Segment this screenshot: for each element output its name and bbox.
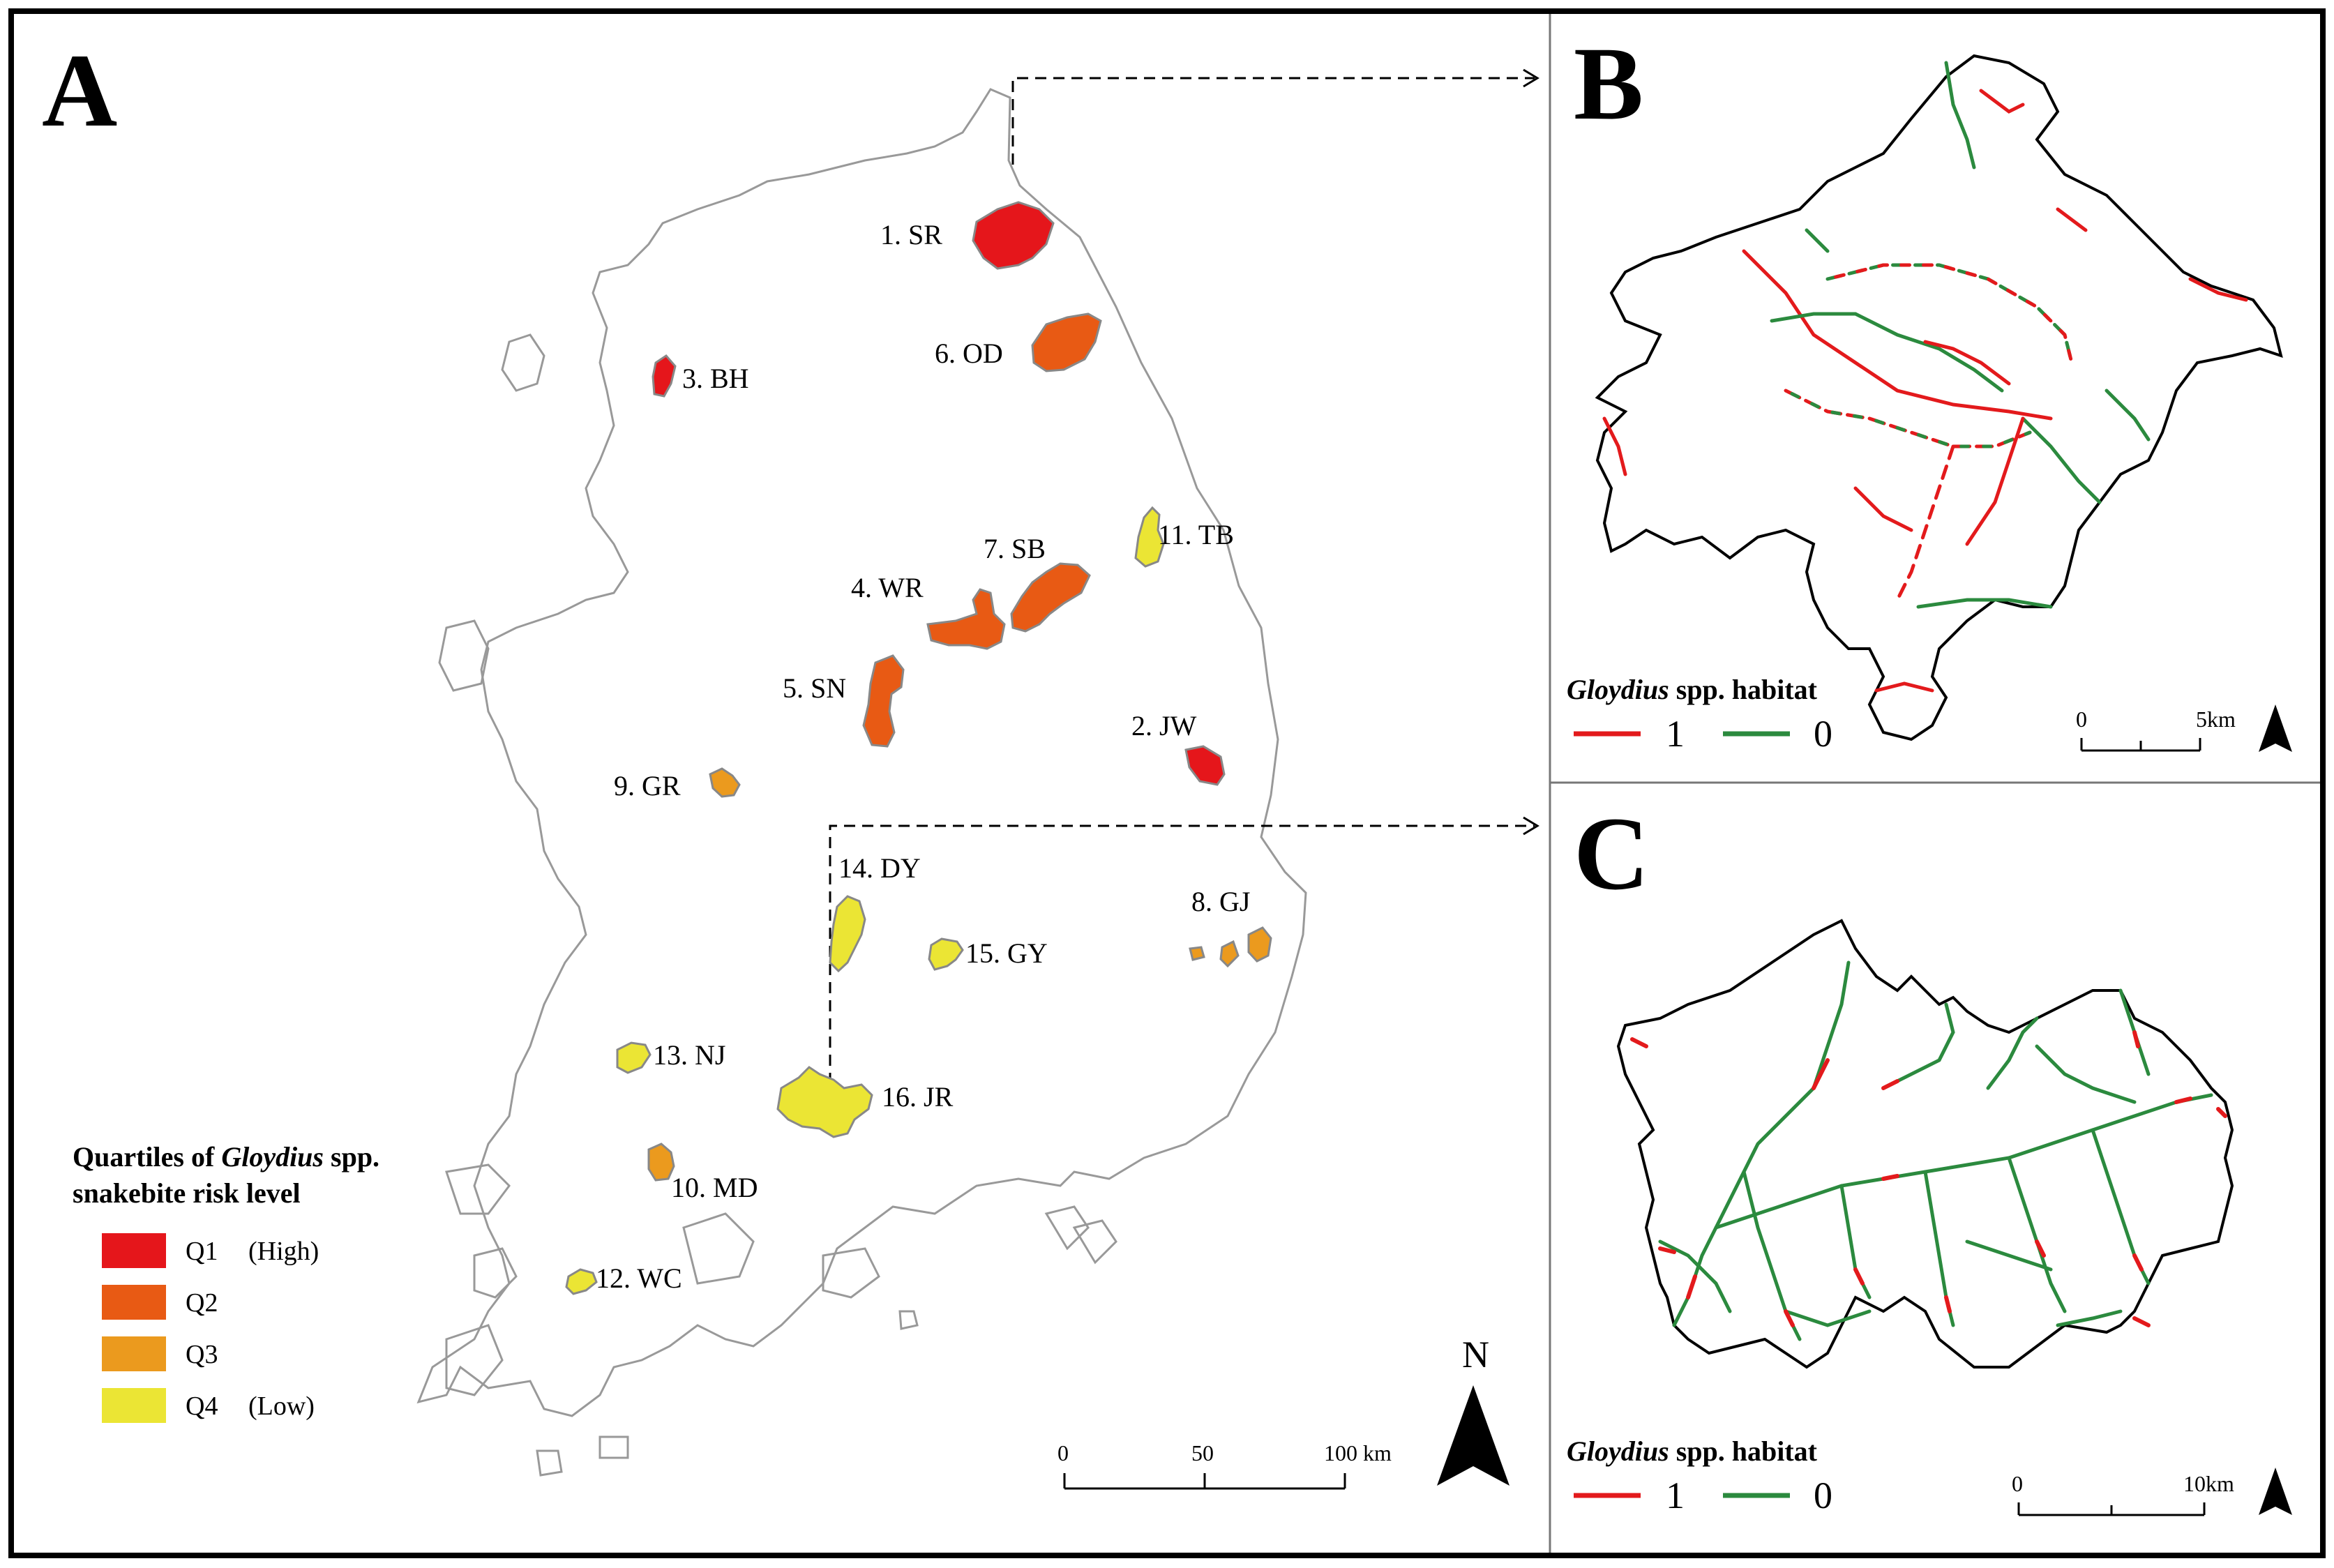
site-15-polygon xyxy=(928,937,964,971)
scalebar-c: 0 10km xyxy=(2012,1471,2234,1516)
habitat-legend-b: Gloydius spp. habitat 1 0 xyxy=(1567,674,1832,755)
connector-to-c xyxy=(829,824,1535,1084)
legend-label-q4: Q4 xyxy=(186,1392,218,1421)
habitat-legend-c: Gloydius spp. habitat 1 0 xyxy=(1567,1435,1832,1516)
site-label-12: 12. WC xyxy=(596,1262,682,1294)
site-label-2: 2. JW xyxy=(1131,710,1197,741)
site-5-polygon xyxy=(862,654,905,748)
scalebar-c-tick-1: 10km xyxy=(2183,1471,2234,1496)
risk-legend: Quartiles of Gloydius spp. snakebite ris… xyxy=(73,1141,379,1423)
panel-b-letter: B xyxy=(1574,26,1643,142)
panel-a-letter: A xyxy=(42,33,117,149)
site-13-polygon xyxy=(616,1041,652,1074)
trail-network-c xyxy=(1658,960,2213,1341)
scalebar-b-tick-1: 5km xyxy=(2196,707,2236,732)
site-label-9: 9. GR xyxy=(614,770,681,801)
site-label-1: 1. SR xyxy=(880,219,942,250)
legend-label-q1: Q1 xyxy=(186,1237,218,1266)
site-label-13: 13. NJ xyxy=(653,1039,725,1071)
trail-red-segments-c xyxy=(1630,1030,2227,1327)
site-6-polygon xyxy=(1031,312,1102,372)
legend-swatch-q4 xyxy=(102,1388,166,1423)
site-label-15: 15. GY xyxy=(965,937,1048,969)
habitat-legend-b-title: Gloydius spp. habitat xyxy=(1567,674,1818,705)
connector-to-b xyxy=(1011,77,1535,165)
scalebar-a-tick-0: 0 xyxy=(1057,1440,1069,1465)
scalebar-a: 0 50 100 km xyxy=(1057,1440,1392,1490)
scalebar-b-tick-0: 0 xyxy=(2076,707,2087,732)
risk-legend-title: Quartiles of Gloydius spp. xyxy=(73,1141,379,1173)
site-c-boundary xyxy=(1616,919,2234,1369)
site-label-4: 4. WR xyxy=(851,572,924,603)
scalebar-b: 0 5km xyxy=(2076,707,2236,752)
site-b-boundary xyxy=(1595,54,2283,741)
island-group xyxy=(438,333,1117,1477)
legend-swatch-q3 xyxy=(102,1336,166,1371)
legend-note-q4: (Low) xyxy=(248,1392,315,1421)
site-3-polygon xyxy=(652,354,677,398)
site-16-polygon xyxy=(776,1066,873,1138)
north-arrow-c-icon xyxy=(2259,1468,2292,1515)
risk-legend-title-line2: snakebite risk level xyxy=(73,1177,301,1209)
site-label-14: 14. DY xyxy=(838,852,921,884)
legend-label-q2: Q2 xyxy=(186,1288,218,1318)
habitat-legend-b-label-0: 0 xyxy=(1814,713,1832,755)
scalebar-a-tick-2: 100 km xyxy=(1324,1440,1392,1465)
legend-label-q3: Q3 xyxy=(186,1340,218,1369)
site-label-7: 7. SB xyxy=(984,533,1046,564)
site-11-polygon xyxy=(1134,506,1165,568)
site-8-polygon xyxy=(1247,926,1272,963)
habitat-legend-c-label-1: 1 xyxy=(1666,1475,1685,1516)
panel-a: A xyxy=(42,33,1539,1490)
connector-arrowhead-b xyxy=(1523,68,1539,88)
panel-c-letter: C xyxy=(1574,796,1649,912)
legend-swatch-q1 xyxy=(102,1233,166,1268)
site-1-polygon xyxy=(972,201,1055,270)
panel-c: C xyxy=(1567,796,2292,1516)
site-label-5: 5. SN xyxy=(783,672,846,704)
peninsula-outline xyxy=(416,88,1307,1417)
scalebar-a-tick-1: 50 xyxy=(1191,1440,1214,1465)
site-label-16: 16. JR xyxy=(882,1081,954,1113)
outer-frame xyxy=(8,8,2326,1558)
panel-b: B Gloydius spp. habitat xyxy=(1567,26,2292,755)
site-4-polygon xyxy=(926,588,1006,650)
site-8b-polygon xyxy=(1219,940,1240,968)
connector-arrowhead-c xyxy=(1523,816,1539,836)
legend-note-q1: (High) xyxy=(248,1237,319,1266)
site-7-polygon xyxy=(1010,562,1091,633)
site-label-6: 6. OD xyxy=(935,338,1003,369)
north-label: N xyxy=(1462,1334,1489,1375)
habitat-legend-c-title: Gloydius spp. habitat xyxy=(1567,1435,1818,1467)
trail-network-b xyxy=(1602,61,2248,693)
legend-swatch-q2 xyxy=(102,1285,166,1320)
site-14-polygon xyxy=(829,895,866,973)
site-12-polygon xyxy=(565,1268,598,1295)
site-2-polygon xyxy=(1184,745,1226,786)
north-arrow-icon: N xyxy=(1437,1334,1509,1486)
site-8c-polygon xyxy=(1189,946,1205,961)
habitat-legend-c-label-0: 0 xyxy=(1814,1475,1832,1516)
site-9-polygon xyxy=(709,767,741,798)
site-label-11: 11. TB xyxy=(1158,519,1234,550)
site-label-8: 8. GJ xyxy=(1191,886,1250,917)
scalebar-c-tick-0: 0 xyxy=(2012,1471,2023,1496)
site-label-3: 3. BH xyxy=(682,363,749,394)
site-10-polygon xyxy=(647,1143,675,1182)
habitat-legend-b-label-1: 1 xyxy=(1666,713,1685,755)
north-arrow-b-icon xyxy=(2259,704,2292,752)
site-label-10: 10. MD xyxy=(671,1172,758,1203)
